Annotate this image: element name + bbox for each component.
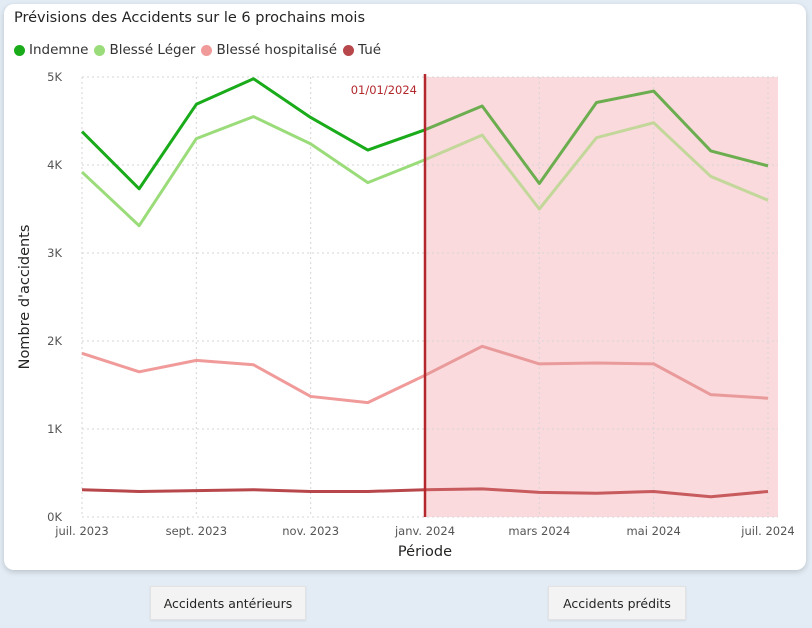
legend-marker (14, 44, 25, 56)
y-axis-title: Nombre d'accidents (17, 225, 33, 370)
y-tick-label: 5K (47, 70, 62, 84)
chart-title: Prévisions des Accidents sur le 6 procha… (14, 10, 365, 26)
series-line-forecast-0 (424, 89, 769, 185)
series-line-forecast-1 (424, 121, 769, 211)
chart-legend: Indemne Blessé Léger Blessé hospitalisé Tué (14, 42, 387, 58)
legend-item[interactable]: Tué (343, 42, 381, 58)
x-tick-label: juil. 2023 (54, 524, 108, 538)
x-tick-label: janv. 2024 (394, 524, 455, 538)
legend-label: Blessé hospitalisé (216, 42, 337, 58)
past-accidents-button[interactable]: Accidents antérieurs (150, 586, 306, 620)
y-tick-label: 1K (47, 422, 62, 436)
y-tick-label: 4K (47, 158, 62, 172)
forecast-start-label: 01/01/2024 (351, 83, 417, 97)
x-tick-label: mai 2024 (626, 524, 680, 538)
legend-marker (201, 44, 213, 56)
y-tick-label: 3K (47, 246, 62, 260)
y-tick-label: 0K (47, 510, 62, 524)
series-line-forecast-3 (424, 487, 769, 499)
series-line-history-2 (81, 351, 426, 405)
legend-item[interactable]: Blessé Léger (94, 42, 195, 58)
series-line-history-3 (81, 488, 426, 493)
series-line-forecast-2 (424, 344, 769, 400)
x-tick-label: nov. 2023 (282, 524, 339, 538)
legend-label: Tué (358, 42, 382, 58)
x-tick-label: juil. 2024 (740, 524, 794, 538)
x-axis-title: Période (398, 544, 452, 560)
legend-marker (94, 44, 106, 56)
predicted-accidents-button[interactable]: Accidents prédits (548, 586, 686, 620)
legend-item[interactable]: Indemne (14, 42, 88, 58)
y-tick-label: 2K (47, 334, 62, 348)
legend-item[interactable]: Blessé hospitalisé (201, 42, 337, 58)
forecast-region (425, 77, 778, 517)
series-line-history-0 (80, 77, 426, 191)
series-line-history-1 (80, 115, 426, 228)
legend-marker (343, 44, 354, 56)
x-tick-label: sept. 2023 (166, 524, 227, 538)
x-tick-label: mars 2024 (508, 524, 570, 538)
legend-label: Blessé Léger (109, 42, 196, 58)
legend-label: Indemne (29, 42, 89, 58)
